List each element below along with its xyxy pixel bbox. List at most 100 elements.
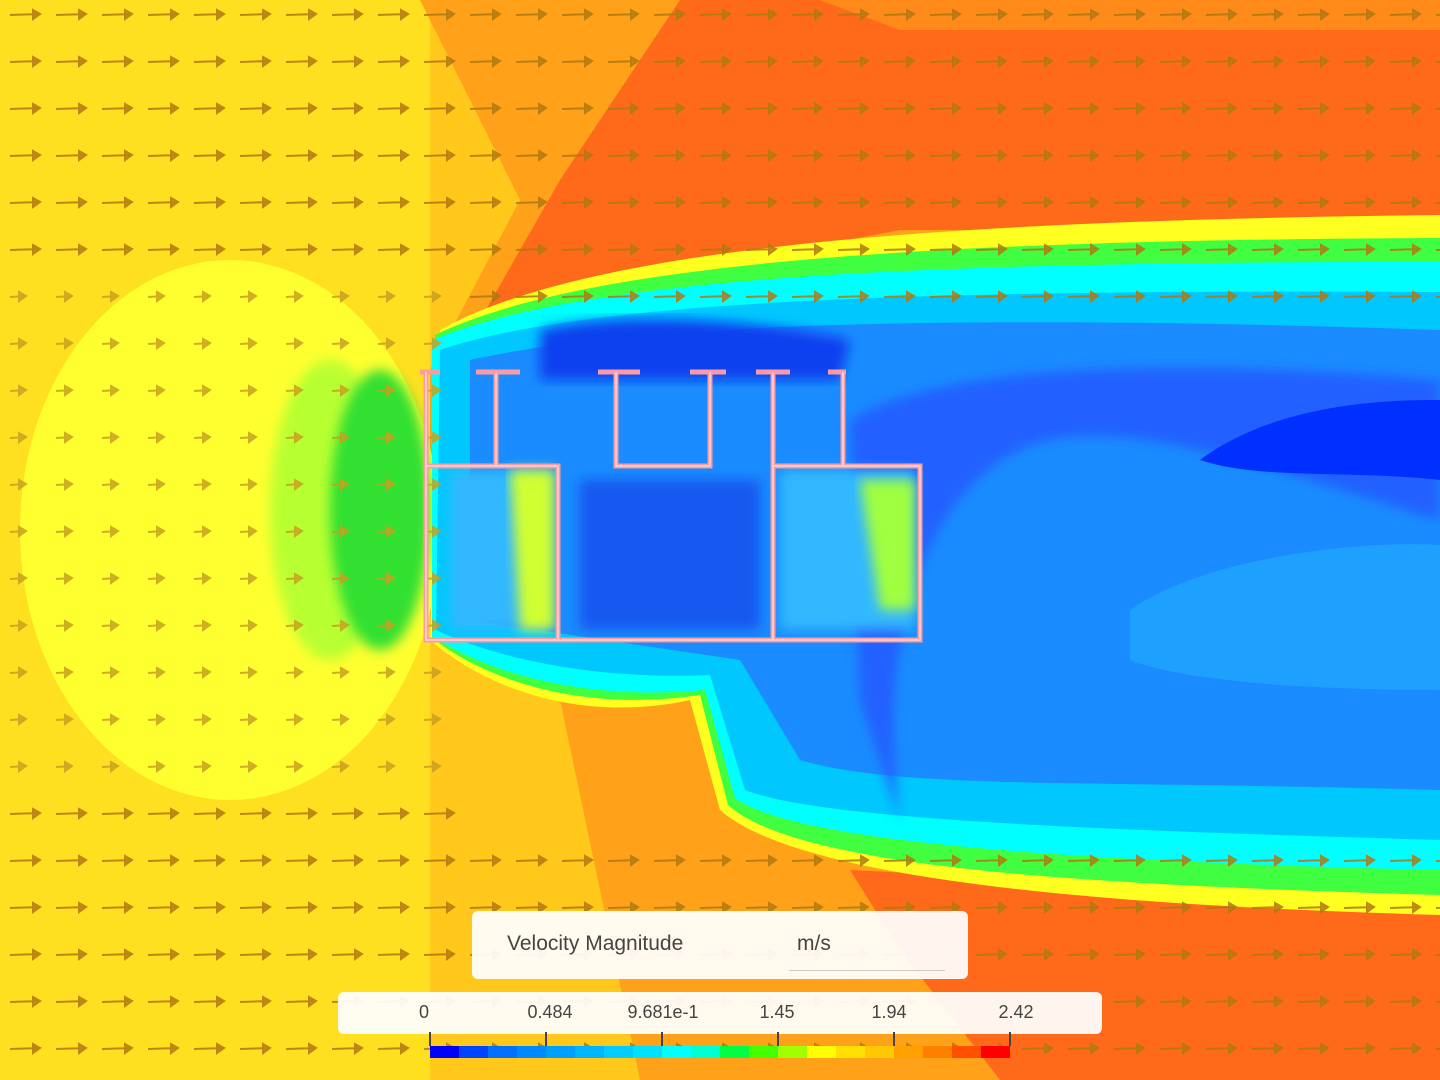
vector-arrow: [377, 8, 410, 21]
vector-arrow: [1251, 1042, 1284, 1055]
vector-arrow: [285, 431, 304, 444]
vector-arrow: [147, 807, 180, 820]
vector-arrow: [653, 243, 686, 256]
vector-arrow: [929, 243, 962, 256]
vector-arrow: [791, 196, 824, 209]
vector-arrow: [285, 337, 304, 350]
vector-arrow: [9, 1042, 42, 1055]
colorbar: [430, 1046, 1010, 1058]
vector-arrow: [147, 431, 166, 444]
vector-arrow: [1067, 290, 1100, 303]
vector-arrow: [1205, 290, 1238, 303]
vector-arrow: [883, 243, 916, 256]
colorbar-tick: [545, 1032, 547, 1046]
vector-arrow: [239, 102, 272, 115]
vector-arrow: [423, 196, 456, 209]
vector-arrow: [285, 995, 318, 1008]
vector-arrow: [1159, 102, 1192, 115]
vector-arrow: [1297, 948, 1330, 961]
vector-arrow: [1113, 901, 1146, 914]
vector-arrow: [1389, 102, 1422, 115]
vector-arrow: [331, 337, 350, 350]
vector-arrow: [1343, 854, 1376, 867]
vector-arrow: [975, 854, 1008, 867]
vector-arrow: [239, 243, 272, 256]
colorbar-bin: [865, 1046, 894, 1058]
vector-arrow: [331, 478, 350, 491]
vector-arrow: [837, 149, 870, 162]
vector-arrow: [239, 149, 272, 162]
vector-arrow: [515, 8, 548, 21]
legend-unit[interactable]: m/s: [797, 932, 831, 955]
vector-arrow: [1389, 149, 1422, 162]
vector-arrow: [147, 525, 166, 538]
vector-arrow: [193, 995, 226, 1008]
vector-arrow: [331, 948, 364, 961]
vector-arrow: [239, 854, 272, 867]
vector-arrow: [1021, 901, 1054, 914]
vector-arrow: [561, 55, 594, 68]
vector-arrow: [9, 760, 28, 773]
vector-arrow: [193, 807, 226, 820]
vector-arrow: [1113, 55, 1146, 68]
vector-arrow: [1205, 8, 1238, 21]
tick-label-min[interactable]: 0: [418, 1002, 430, 1022]
vector-arrow: [1251, 995, 1284, 1008]
vector-arrow: [193, 8, 226, 21]
vector-arrow: [423, 760, 442, 773]
vector-arrow: [837, 854, 870, 867]
colorbar-tick: [777, 1032, 779, 1046]
vector-arrow: [1297, 102, 1330, 115]
vector-arrow: [1113, 243, 1146, 256]
vector-arrow: [147, 713, 166, 726]
vector-arrow: [9, 290, 28, 303]
vector-arrow: [699, 854, 732, 867]
vector-arrow: [1021, 1042, 1054, 1055]
vector-arrow: [239, 948, 272, 961]
vector-arrow: [9, 337, 28, 350]
vector-arrow: [9, 431, 28, 444]
vector-arrow: [101, 8, 134, 21]
vector-arrow: [1297, 901, 1330, 914]
vector-arrow: [1205, 196, 1238, 209]
vector-arrow: [55, 8, 88, 21]
vector-arrow: [1067, 55, 1100, 68]
vector-arrow: [1067, 8, 1100, 21]
vector-arrow: [607, 196, 640, 209]
vector-arrow: [929, 8, 962, 21]
vector-arrow: [561, 290, 594, 303]
vector-arrow: [285, 854, 318, 867]
vector-arrow: [193, 243, 226, 256]
vector-arrow: [331, 525, 350, 538]
vector-arrow: [55, 525, 74, 538]
vector-arrow: [193, 713, 212, 726]
vector-arrow: [653, 8, 686, 21]
vector-arrow: [193, 525, 212, 538]
vector-arrow: [653, 901, 686, 914]
vector-arrow: [423, 666, 442, 679]
legend-title-panel: Velocity Magnitude m/s: [472, 911, 968, 979]
vector-arrow: [883, 854, 916, 867]
vector-arrow: [377, 666, 396, 679]
vector-arrow: [193, 431, 212, 444]
vector-arrow: [1251, 901, 1284, 914]
legend-title: Velocity Magnitude: [507, 932, 684, 955]
vector-arrow: [423, 337, 442, 350]
tick-label-max[interactable]: 2.42: [998, 1002, 1034, 1022]
vector-arrow: [469, 8, 502, 21]
vector-arrow: [1343, 948, 1376, 961]
vector-arrow: [147, 55, 180, 68]
vector-arrow: [9, 713, 28, 726]
vector-arrow: [1297, 1042, 1330, 1055]
vector-arrow: [607, 901, 640, 914]
vector-arrow: [1159, 243, 1192, 256]
colorbar-tick: [429, 1032, 431, 1046]
vector-arrow: [883, 102, 916, 115]
vector-arrow: [239, 995, 272, 1008]
vector-arrow: [975, 149, 1008, 162]
vector-arrow: [699, 196, 732, 209]
vector-arrow: [147, 196, 180, 209]
vector-arrow: [1343, 1042, 1376, 1055]
vector-arrow: [9, 149, 42, 162]
vector-arrow: [101, 337, 120, 350]
